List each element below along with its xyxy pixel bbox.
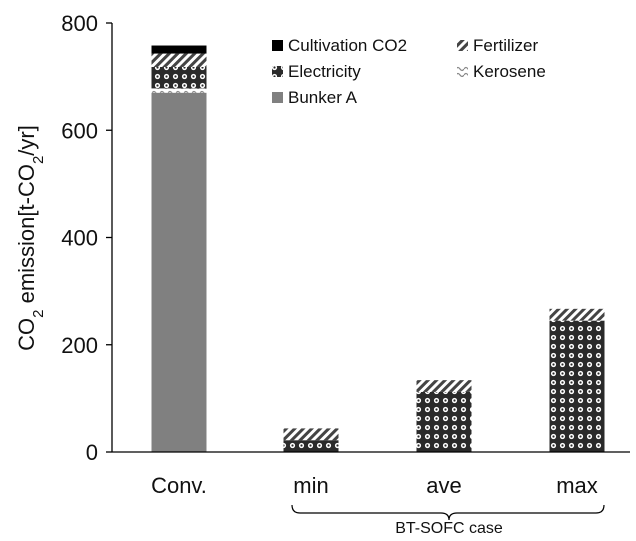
legend-label-bunker-a: Bunker A	[288, 88, 358, 107]
y-axis-title: CO2 emission[t-CO2/yr]	[14, 125, 47, 351]
x-tick-label-ave: ave	[426, 473, 461, 498]
ylabel-prefix: CO	[14, 318, 39, 351]
bar-conv-electricity	[151, 66, 207, 89]
bar-conv-kerosene	[151, 88, 207, 93]
legend-swatch-kerosene	[457, 66, 468, 77]
y-ticks: 0 200 400 600 800	[61, 11, 112, 465]
legend-label-fertilizer: Fertilizer	[473, 36, 539, 55]
bar-conv-bunker-a	[151, 92, 207, 453]
group-brace	[291, 504, 605, 521]
bar-min-electricity	[283, 440, 339, 452]
x-labels: Conv. min ave max	[151, 473, 598, 498]
bars-layer	[151, 45, 605, 453]
bar-min-fertilizer	[283, 428, 339, 441]
legend-label-kerosene: Kerosene	[473, 62, 546, 81]
ylabel-suffix: /yr]	[14, 125, 39, 156]
y-tick-label-600: 600	[61, 118, 98, 143]
bar-conv-cultivation-co2	[151, 45, 207, 54]
legend-label-cultivation-co2: Cultivation CO2	[288, 36, 407, 55]
bar-conv-fertilizer	[151, 53, 207, 67]
legend-swatch-bunker-a	[272, 92, 283, 103]
group-label: BT-SOFC case	[395, 520, 503, 536]
bar-max-electricity	[549, 320, 605, 452]
bar-ave-electricity	[416, 391, 472, 452]
y-tick-label-800: 800	[61, 11, 98, 36]
y-tick-label-0: 0	[86, 440, 98, 465]
x-tick-label-max: max	[556, 473, 598, 498]
bar-max-fertilizer	[549, 308, 605, 321]
x-tick-label-conv: Conv.	[151, 473, 207, 498]
ylabel-sub1: 2	[30, 310, 47, 318]
legend: Cultivation CO2 Fertilizer Electricity Kero…	[272, 36, 546, 107]
bar-ave-fertilizer	[416, 380, 472, 392]
legend-swatch-electricity	[272, 66, 283, 77]
x-tick-label-min: min	[293, 473, 328, 498]
y-tick-label-200: 200	[61, 333, 98, 358]
legend-swatch-cultivation-co2	[272, 40, 283, 51]
legend-swatch-fertilizer	[457, 40, 468, 51]
ylabel-sub2: 2	[30, 156, 47, 164]
ylabel-middle: emission[t-CO	[14, 164, 39, 309]
y-tick-label-400: 400	[61, 226, 98, 251]
legend-label-electricity: Electricity	[288, 62, 361, 81]
